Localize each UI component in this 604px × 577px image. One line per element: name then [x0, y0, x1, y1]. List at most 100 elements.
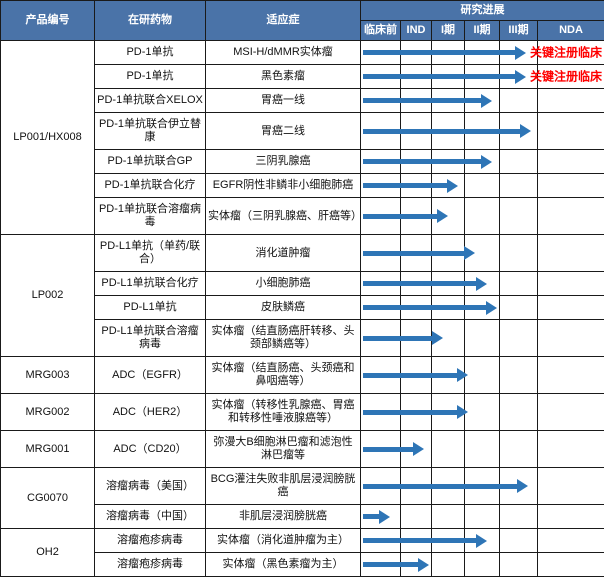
phase-grid-column	[538, 320, 604, 356]
progress-cell	[361, 505, 604, 529]
phase-grid-column	[465, 174, 500, 197]
phase-grid-column	[538, 431, 604, 467]
phase-grid-column	[432, 553, 465, 576]
progress-arrow-head-icon	[464, 246, 475, 260]
phase-grid-column	[538, 174, 604, 197]
phase-grid-column	[538, 235, 604, 271]
drug-name-cell: 溶瘤疱疹病毒	[95, 553, 206, 577]
progress-arrow-head-icon	[457, 405, 468, 419]
progress-arrow-head-icon	[515, 70, 526, 84]
header-row-top: 产品编号 在研药物 适应症 研究进展	[1, 1, 604, 21]
phase-header-phase2: II期	[465, 21, 500, 41]
drug-name-cell: ADC（HER2）	[95, 394, 206, 431]
progress-arrow	[363, 46, 526, 60]
progress-arrow-head-icon	[447, 179, 458, 193]
progress-arrow-head-icon	[379, 510, 390, 524]
product-code-cell: MRG002	[1, 394, 95, 431]
phase-grid-column	[538, 296, 604, 319]
phase-grid-column	[538, 357, 604, 393]
progress-arrow	[363, 94, 492, 108]
phase-grid-column	[538, 89, 604, 112]
progress-arrow-head-icon	[486, 301, 497, 315]
indication-cell: 实体瘤（消化道肿瘤为主）	[206, 529, 361, 553]
progress-cell	[361, 113, 604, 150]
phase-grid-column	[432, 431, 465, 467]
progress-arrow	[363, 510, 390, 524]
progress-arrow-shaft	[363, 484, 517, 489]
progress-cell	[361, 394, 604, 431]
drug-name-cell: PD-L1单抗	[95, 296, 206, 320]
progress-cell	[361, 357, 604, 394]
progress-cell	[361, 150, 604, 174]
phase-grid-column	[538, 150, 604, 173]
indication-cell: 胃癌二线	[206, 113, 361, 150]
progress-arrow-head-icon	[481, 94, 492, 108]
phase-grid-column	[500, 89, 538, 112]
progress-cell: 关键注册临床	[361, 65, 604, 89]
phase-grid-column	[500, 431, 538, 467]
phase-grid-column	[538, 272, 604, 295]
phase-grid-column	[500, 198, 538, 234]
indication-cell: 实体瘤（结直肠癌肝转移、头颈部鳞癌等）	[206, 320, 361, 357]
progress-arrow-shaft	[363, 410, 457, 415]
progress-cell	[361, 174, 604, 198]
drug-name-cell: PD-L1单抗（单药/联合）	[95, 235, 206, 272]
drug-name-cell: ADC（CD20）	[95, 431, 206, 468]
phase-grid-column	[432, 505, 465, 528]
drug-name-cell: PD-1单抗联合GP	[95, 150, 206, 174]
progress-arrow-shaft	[363, 251, 464, 256]
phase-grid-column	[538, 468, 604, 504]
progress-cell	[361, 235, 604, 272]
phase-grid-column	[500, 272, 538, 295]
progress-arrow-shaft	[363, 281, 476, 286]
progress-cell	[361, 296, 604, 320]
progress-arrow-shaft	[363, 98, 481, 103]
progress-cell: 关键注册临床	[361, 41, 604, 65]
progress-cell	[361, 553, 604, 577]
drug-name-cell: PD-1单抗联合伊立替康	[95, 113, 206, 150]
phase-grid-column	[538, 113, 604, 149]
phase-grid-column	[500, 505, 538, 528]
progress-arrow-shaft	[363, 336, 432, 341]
progress-arrow	[363, 368, 468, 382]
drug-name-cell: PD-1单抗联合溶瘤病毒	[95, 198, 206, 235]
progress-arrow	[363, 331, 443, 345]
phase-grid-column	[465, 357, 500, 393]
drug-name-cell: PD-1单抗	[95, 41, 206, 65]
progress-arrow	[363, 405, 468, 419]
progress-arrow-shaft	[363, 305, 486, 310]
phase-grid-column	[465, 394, 500, 430]
phase-grid-column	[465, 198, 500, 234]
progress-arrow	[363, 70, 526, 84]
phase-header-phase1: I期	[432, 21, 465, 41]
progress-arrow-shaft	[363, 373, 457, 378]
progress-arrow	[363, 301, 497, 315]
col-header-progress: 研究进展	[361, 1, 604, 21]
phase-grid-column	[500, 320, 538, 356]
phase-header-phase3: III期	[500, 21, 538, 41]
phase-grid-column	[500, 150, 538, 173]
progress-arrow-shaft	[363, 183, 447, 188]
progress-cell	[361, 320, 604, 357]
phase-grid-column	[500, 235, 538, 271]
progress-arrow	[363, 179, 458, 193]
progress-arrow	[363, 558, 429, 572]
pivotal-trial-note: 关键注册临床	[530, 46, 602, 59]
drug-name-cell: 溶瘤病毒（中国）	[95, 505, 206, 529]
col-header-product: 产品编号	[1, 1, 95, 41]
phase-header-nda: NDA	[538, 21, 604, 41]
phase-grid-column	[500, 529, 538, 552]
phase-grid-column	[401, 505, 432, 528]
progress-arrow-shaft	[363, 447, 413, 452]
indication-cell: 实体瘤（黑色素瘤为主）	[206, 553, 361, 577]
progress-arrow	[363, 209, 448, 223]
progress-arrow-shaft	[363, 514, 379, 519]
progress-cell	[361, 198, 604, 235]
